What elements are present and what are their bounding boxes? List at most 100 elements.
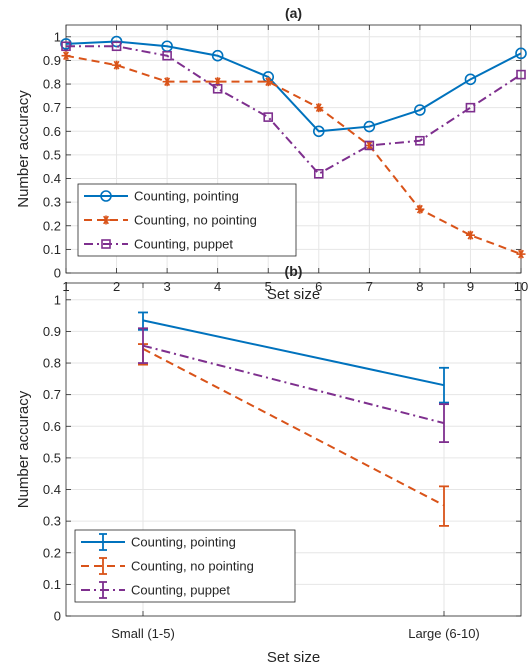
- series-path: [142, 347, 445, 507]
- x-tick-label: 2: [113, 279, 120, 294]
- x-tick-label: 8: [416, 279, 423, 294]
- y-tick-label: 0.3: [43, 195, 61, 210]
- legend-entry: Counting, pointing: [84, 189, 239, 204]
- y-tick-label: 0.6: [43, 124, 61, 139]
- y-tick-label: 1: [54, 292, 61, 307]
- data-point: [363, 120, 376, 133]
- y-axis-label-b: Number accuracy: [15, 390, 32, 508]
- chart-title-a: (a): [285, 5, 302, 21]
- series-path: [65, 54, 522, 256]
- legend-entry: Counting, no pointing: [84, 213, 257, 228]
- plot-area-b: [65, 282, 522, 617]
- x-tick-label: 3: [163, 279, 170, 294]
- series-path: [66, 45, 522, 176]
- x-tick-label: 4: [214, 279, 221, 294]
- y-tick-label: 0: [54, 609, 61, 624]
- series-a: [60, 35, 527, 259]
- y-tick-label: 0.7: [43, 387, 61, 402]
- series-line: [61, 41, 526, 179]
- y-tick-label: 1: [54, 29, 61, 44]
- series-path: [142, 344, 445, 425]
- legend-b: Counting, pointing Counting, no pointing C…: [74, 529, 296, 603]
- data-point: [464, 73, 477, 86]
- data-point: [515, 47, 527, 60]
- data-point: [110, 35, 123, 48]
- data-point: [111, 41, 122, 52]
- data-point: [60, 38, 72, 50]
- series-line: [60, 35, 527, 138]
- legend-marker: [101, 215, 111, 225]
- y-tick-label: 0.8: [43, 356, 61, 371]
- legend-label: Counting, no pointing: [134, 213, 257, 228]
- x-tick-label: Large (6-10): [408, 626, 480, 641]
- data-point: [61, 51, 71, 61]
- data-point: [211, 49, 224, 62]
- y-tick-label: 0.3: [43, 514, 61, 529]
- data-point: [112, 60, 122, 70]
- data-point: [314, 103, 324, 113]
- legend-label: Counting, puppet: [134, 237, 233, 252]
- series-line: [138, 311, 449, 404]
- data-point: [465, 102, 476, 113]
- data-point: [465, 230, 475, 240]
- y-tick-label: 0.7: [43, 100, 61, 115]
- series-b: [138, 311, 449, 527]
- x-tick-label: 7: [366, 279, 373, 294]
- y-tick-label: 0.4: [43, 171, 61, 186]
- x-tick-label: 6: [315, 279, 322, 294]
- data-point: [212, 83, 223, 94]
- y-ticks-a: 0 0.1 0.2 0.3 0.4 0.5 0.6 0.7 0.8 0.9 1: [43, 29, 521, 281]
- chart-panel-b: 0 0.1 0.2 0.3 0.4 0.5 0.6 0.7 0.8 0.9 1 Small (1-5…: [15, 263, 522, 666]
- x-axis-label-a: Set size: [267, 286, 320, 303]
- legend-a: Counting, pointing Counting, no pointing C…: [77, 183, 297, 257]
- legend-entry: Counting, no pointing: [81, 557, 254, 575]
- legend-entry: Counting, pointing: [81, 533, 236, 551]
- x-ticks-b: Small (1-5) Large (6-10): [111, 283, 480, 641]
- legend-entry: Counting, puppet: [84, 237, 233, 252]
- data-point: [263, 112, 274, 122]
- y-tick-label: 0.8: [43, 77, 61, 92]
- y-tick-label: 0.6: [43, 419, 61, 434]
- series-line: [138, 327, 449, 443]
- data-point: [364, 140, 374, 150]
- data-point: [414, 104, 426, 116]
- data-point: [364, 140, 375, 151]
- data-point: [415, 204, 425, 214]
- series-path: [65, 40, 522, 133]
- legend-marker: [101, 239, 111, 249]
- y-tick-label: 0.4: [43, 482, 61, 497]
- series-line: [138, 343, 449, 527]
- data-point: [263, 77, 273, 87]
- y-tick-label: 0.9: [43, 324, 61, 339]
- y-tick-label: 0.2: [43, 545, 61, 560]
- y-ticks-b: 0 0.1 0.2 0.3 0.4 0.5 0.6 0.7 0.8 0.9 1: [43, 292, 521, 624]
- x-tick-label: 5: [265, 279, 272, 294]
- y-tick-label: 0.5: [43, 450, 61, 465]
- series-path: [142, 319, 445, 387]
- data-point: [516, 249, 526, 259]
- data-point: [162, 50, 172, 61]
- y-tick-label: 0.9: [43, 53, 61, 68]
- legend-marker: [100, 190, 112, 202]
- x-tick-label: 9: [467, 279, 474, 294]
- y-tick-label: 0.1: [43, 242, 61, 257]
- legend-label: Counting, puppet: [131, 583, 230, 598]
- x-tick-label: Small (1-5): [111, 626, 175, 641]
- data-point: [312, 125, 325, 138]
- legend-label: Counting, pointing: [131, 535, 236, 550]
- y-tick-label: 0.5: [43, 147, 61, 162]
- chart-title-b: (b): [285, 263, 303, 279]
- y-tick-label: 0.1: [43, 577, 61, 592]
- y-tick-label: 0: [54, 266, 61, 281]
- legend-label: Counting, no pointing: [131, 559, 254, 574]
- data-point: [415, 135, 425, 146]
- data-point: [162, 77, 172, 87]
- legend-entry: Counting, puppet: [81, 581, 230, 599]
- y-axis-label-a: Number accuracy: [15, 90, 32, 208]
- data-point: [516, 69, 526, 80]
- plot-area-a: [65, 24, 522, 274]
- data-point: [61, 41, 71, 52]
- data-point: [313, 169, 324, 179]
